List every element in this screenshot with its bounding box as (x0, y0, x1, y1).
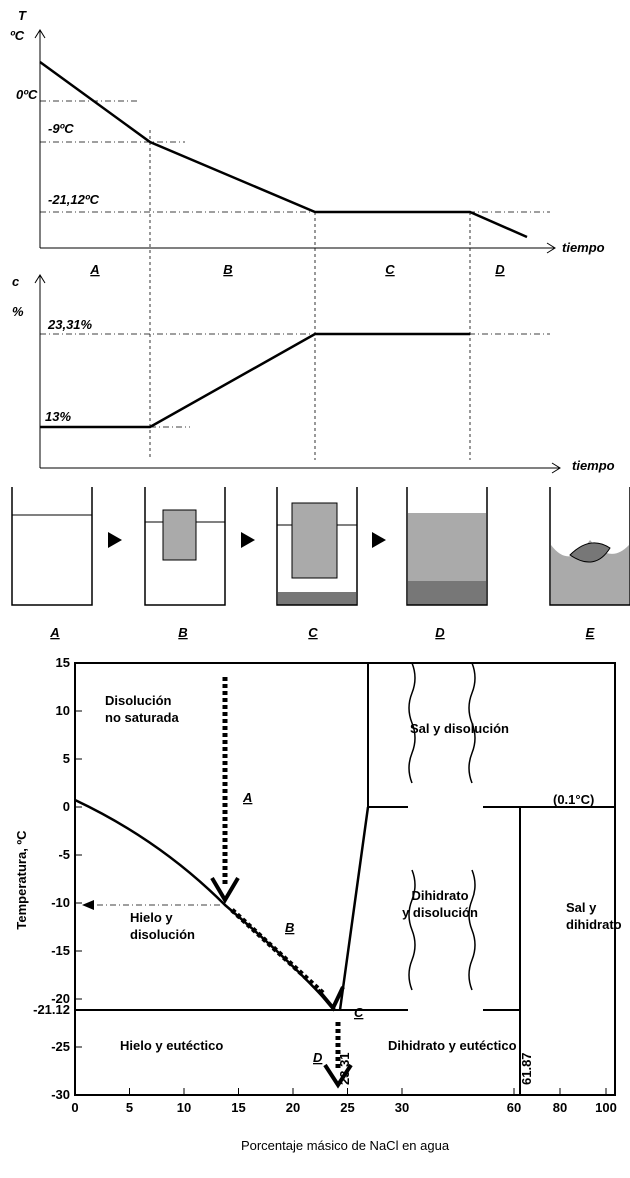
x-tick-label: 20 (286, 1100, 300, 1115)
axis-title: Porcentaje másico de NaCl en agua (241, 1138, 450, 1153)
axis-label: tiempo (572, 458, 615, 473)
beaker-label: B (178, 625, 187, 640)
level-label: 0ºC (16, 87, 38, 102)
x-tick-label: 0 (71, 1100, 78, 1115)
y-tick-label: 5 (63, 751, 70, 766)
region-label: (0.1°C) (553, 792, 594, 807)
beaker-label: D (435, 625, 445, 640)
phase-diagram (75, 663, 615, 1095)
page: {"top_chart": {"y_label": "T", "y_unit":… (0, 0, 630, 1178)
y-tick-label: -10 (51, 895, 70, 910)
beaker-label: A (49, 625, 59, 640)
segment-label: C (385, 262, 395, 277)
segment-label: D (495, 262, 505, 277)
path-label: C (354, 1005, 364, 1020)
x-tick-label: 25 (340, 1100, 354, 1115)
x-tick-label: 5 (126, 1100, 133, 1115)
y-tick-label: -21.12 (33, 1002, 70, 1017)
region-label: Dihidrato y eutéctico (388, 1038, 517, 1053)
region-label: Sal y disolución (410, 721, 509, 736)
y-tick-label: -30 (51, 1087, 70, 1102)
level-label: -9ºC (48, 121, 74, 136)
region-label: dihidrato (566, 917, 622, 932)
y-tick-label: 0 (63, 799, 70, 814)
axis-label: tiempo (562, 240, 605, 255)
axis-unit: ºC (10, 28, 25, 43)
y-tick-label: -25 (51, 1039, 70, 1054)
region-label: disolución (130, 927, 195, 942)
segment-label: B (223, 262, 232, 277)
region-label: no saturada (105, 710, 179, 725)
beakers (12, 487, 630, 605)
concentration-chart (35, 275, 560, 473)
composition-label: 23.31 (337, 1052, 352, 1085)
region-label: Dihidrato (411, 888, 468, 903)
y-tick-label: 10 (56, 703, 70, 718)
level-label: 13% (45, 409, 71, 424)
path-label: A (242, 790, 252, 805)
level-label: 23,31% (47, 317, 93, 332)
figure: TºC tiempo 0ºC -9ºC -21,12ºC A B C Dc% tiempo 23,3… (0, 0, 630, 1178)
region-label: y disolución (402, 905, 478, 920)
beaker-label: C (308, 625, 318, 640)
axis-label: T (18, 8, 27, 23)
y-tick-label: -5 (58, 847, 70, 862)
x-tick-label: 100 (595, 1100, 617, 1115)
x-tick-label: 30 (395, 1100, 409, 1115)
x-tick-label: 60 (507, 1100, 521, 1115)
y-tick-label: -15 (51, 943, 70, 958)
x-tick-label: 15 (231, 1100, 245, 1115)
path-label: B (285, 920, 294, 935)
x-tick-label: 10 (177, 1100, 191, 1115)
region-label: Hielo y (130, 910, 173, 925)
temperature-chart (35, 30, 555, 460)
composition-label: 61.87 (519, 1052, 534, 1085)
x-tick-label: 80 (553, 1100, 567, 1115)
level-label: -21,12ºC (48, 192, 100, 207)
axis-title: Temperatura, ºC (14, 830, 29, 930)
axis-unit: % (12, 304, 24, 319)
region-label: Hielo y eutéctico (120, 1038, 223, 1053)
region-label: Sal y (566, 900, 597, 915)
segment-label: A (89, 262, 99, 277)
path-label: D (313, 1050, 323, 1065)
region-label: Disolución (105, 693, 172, 708)
axis-label: c (12, 274, 20, 289)
y-tick-label: 15 (56, 655, 70, 670)
beaker-label: E (586, 625, 595, 640)
